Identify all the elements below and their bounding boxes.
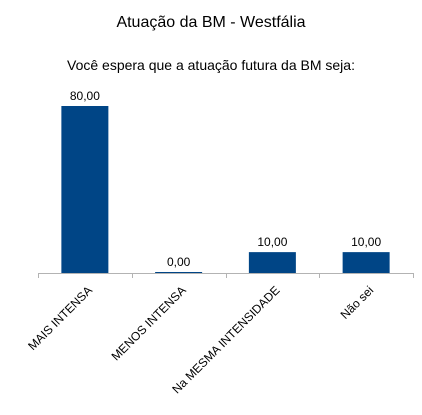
bars-group (61, 106, 390, 273)
data-label: 10,00 (257, 235, 287, 249)
chart-subtitle: Você espera que a atuação futura da BM s… (67, 57, 355, 73)
category-label: MAIS INTENSA (25, 283, 95, 353)
data-label: 10,00 (351, 235, 381, 249)
bar (342, 252, 390, 273)
chart-title: Atuação da BM - Westfália (116, 14, 305, 31)
bar (61, 106, 109, 273)
bar (155, 272, 203, 273)
bar (248, 252, 296, 273)
category-label: MENOS INTENSA (109, 283, 189, 363)
data-label: 80,00 (70, 89, 100, 103)
data-labels-group: 80,00 0,00 10,00 10,00 (70, 89, 382, 269)
data-label: 0,00 (167, 255, 191, 269)
category-label: Na MESMA INTENSIDADE (169, 283, 282, 396)
category-label: Não sei (338, 283, 377, 322)
x-axis-ticks-group (38, 273, 414, 278)
